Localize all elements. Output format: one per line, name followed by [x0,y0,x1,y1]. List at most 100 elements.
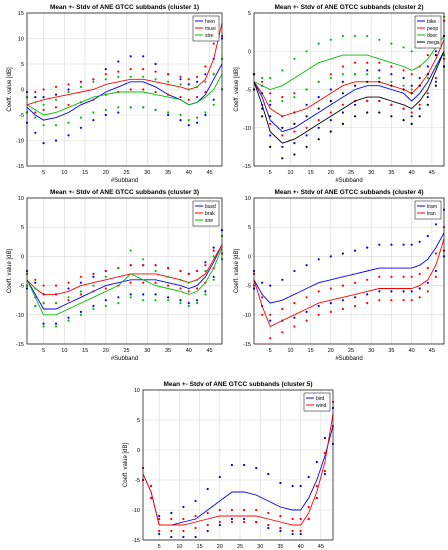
std-point-upper-bike [390,73,393,76]
std-point-lower-mega [305,145,308,148]
std-point-upper-sire [179,278,182,281]
std-point-lower-sire [79,313,82,316]
std-point-upper-door [354,34,357,38]
std-point-upper-peop [426,54,429,57]
std-point-lower-tran [390,299,393,302]
std-point-lower-musi [154,90,157,94]
std-point-lower-brak [179,287,182,290]
std-point-upper-mega [329,99,332,103]
y-tick-label: -10 [243,313,251,319]
std-point-lower-musi [167,93,170,96]
std-point-lower-stre [212,103,215,106]
std-point-lower-busd [42,322,45,325]
std-point-lower-horn [179,119,182,122]
std-point-upper-tran [329,287,332,290]
y-axis-label: Coeff. value [dB] [7,249,13,294]
std-point-lower-busd [129,293,132,296]
std-point-lower-tran [261,313,264,316]
series-line-tram [253,232,445,304]
std-point-upper-stre [104,78,107,81]
std-point-upper-bike [269,103,272,106]
std-point-lower-peop [317,119,320,122]
std-point-lower-tram [366,293,369,296]
x-tick-label: 10 [61,348,67,354]
std-point-upper-stre [204,80,207,83]
y-tick-label: 0 [248,254,251,260]
std-point-lower-bike [317,126,320,129]
std-point-upper-horn [154,62,157,66]
std-point-lower-door [305,88,308,91]
legend-entry-door: door [427,33,437,39]
legend-entry-mega: mega [427,40,440,46]
std-point-lower-sire [129,296,132,299]
axes-frame [253,197,445,345]
x-tick-label: 35 [388,348,394,354]
std-point-upper-tran [341,284,344,287]
std-point-lower-brak [142,281,145,284]
std-point-upper-stre [142,75,145,78]
std-point-upper-bike [305,103,308,106]
std-point-upper-tram [390,243,393,246]
plot-area [254,198,444,344]
std-point-upper-stre [154,78,157,81]
std-point-lower-tran [366,302,369,305]
std-point-upper-stre [42,103,45,106]
std-point-upper-tran [434,252,437,255]
std-point-lower-stre [117,106,120,109]
std-point-upper-bike [402,76,405,80]
std-point-upper-bike [378,69,381,72]
std-point-lower-musi [92,98,95,101]
std-point-lower-bird [182,535,185,539]
std-point-lower-bird [299,532,302,536]
std-point-lower-bird [243,517,246,521]
std-point-lower-bird [230,517,233,521]
series-line-busd [26,244,223,310]
x-tick-label: 40 [409,170,415,176]
x-tick-label: 30 [368,348,374,354]
std-point-lower-busd [204,290,207,293]
y-tick-label: -5 [19,113,24,119]
std-point-lower-peop [305,126,308,129]
std-point-upper-door [293,57,296,61]
std-point-lower-brak [187,290,190,293]
std-point-lower-horn [54,139,58,142]
y-tick-label: 5 [21,225,24,231]
std-point-upper-sire [54,302,58,305]
std-point-upper-tran [402,275,405,278]
x-tick-label: 20 [103,348,109,354]
std-point-lower-horn [79,126,82,129]
std-point-upper-horn [67,88,70,91]
chart-title: Mean +- Stdv of ANE GTCC subbands (clust… [50,4,199,11]
std-point-lower-door [329,76,332,80]
std-point-lower-mega [410,122,413,125]
std-point-lower-sire [104,304,107,308]
legend-entry-peop: peop [427,26,438,32]
legend-entry-horn: horn [205,19,215,25]
std-point-lower-busd [117,296,120,299]
std-point-upper-mega [426,73,429,76]
std-point-lower-stre [104,108,107,111]
chart-panel-cluster-1: 5 10 15 20 25 30 35 40 45 -15 -10 -5 0 5 10 15 Mean +- S… [7,4,224,184]
std-point-lower-tran [317,313,320,316]
std-point-lower-bike [434,80,437,83]
std-point-lower-stre [79,116,82,119]
legend-entry-sire: sire [205,218,213,224]
std-point-upper-mega [341,92,344,95]
std-point-upper-bike [317,96,320,99]
std-point-lower-door [402,84,405,87]
std-point-lower-tran [426,290,429,293]
std-point-lower-bike [305,134,308,137]
std-point-lower-peop [426,92,429,95]
std-point-upper-horn [187,83,190,86]
std-point-upper-brak [79,275,82,278]
x-tick-label: 5 [158,544,161,550]
std-point-upper-mega [317,107,320,110]
std-point-lower-sire [42,325,45,328]
std-point-lower-busd [212,275,215,278]
std-point-upper-musi [129,68,132,71]
std-point-lower-bike [354,103,357,106]
std-point-lower-sire [117,302,120,305]
std-point-lower-brak [129,281,132,284]
std-point-upper-mega [354,84,357,87]
x-tick-label: 5 [269,170,272,176]
